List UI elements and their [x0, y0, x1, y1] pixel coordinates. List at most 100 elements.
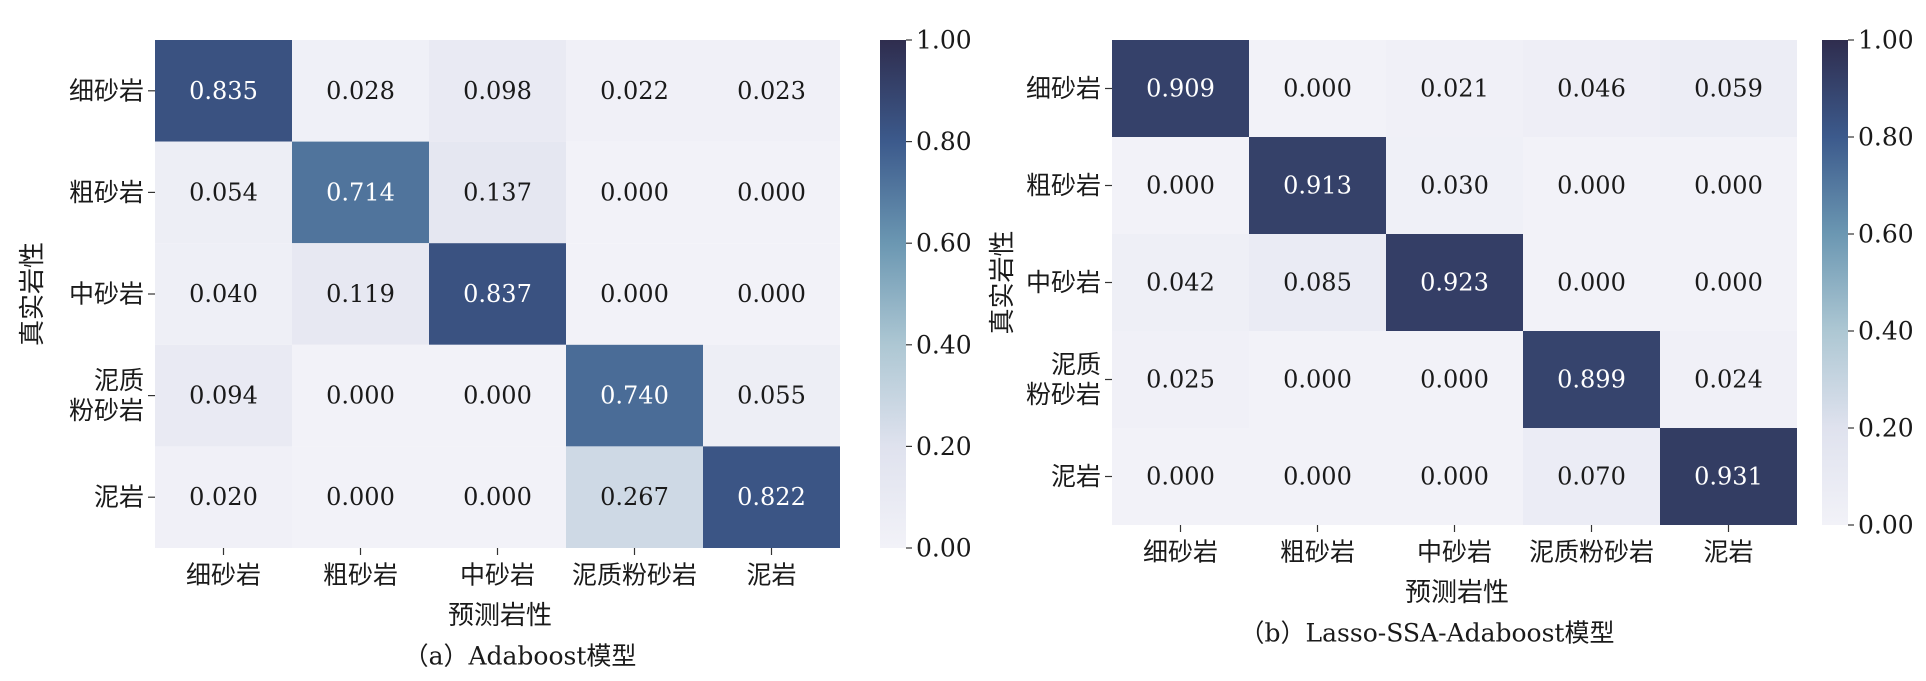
cell-value-label: 0.020	[189, 483, 258, 511]
cell-value-label: 0.000	[1694, 269, 1763, 297]
x-tick-label: 粗砂岩	[323, 561, 398, 590]
heatmap-cell	[566, 344, 703, 447]
heatmap-cell	[1112, 137, 1249, 234]
heatmap-cell	[703, 344, 840, 447]
y-tick-label: 中砂岩	[1026, 268, 1101, 297]
heatmap-cell	[1249, 331, 1386, 428]
y-axis-title: 真实岩性	[988, 230, 1018, 334]
colorbar	[880, 40, 906, 548]
heatmap-cell	[1660, 234, 1797, 331]
heatmap-cell	[155, 446, 292, 548]
heatmap-cell	[1660, 331, 1797, 428]
cell-value-label: 0.025	[1146, 366, 1215, 394]
colorbar-tick-label: 0.00	[1858, 511, 1914, 540]
panel-caption: （a）Adaboost模型	[404, 642, 637, 671]
colorbar-tick-label: 0.80	[916, 127, 972, 156]
cell-value-label: 0.000	[1283, 366, 1352, 394]
cell-value-label: 0.913	[1283, 172, 1352, 200]
x-tick-label: 泥质粉砂岩	[572, 561, 697, 590]
cell-value-label: 0.022	[600, 77, 669, 105]
heatmap-cell	[566, 141, 703, 244]
heatmap-cell	[1523, 40, 1660, 137]
heatmap-cell	[429, 446, 566, 548]
y-tick-label: 泥岩	[1051, 462, 1101, 491]
heatmap-cell	[703, 40, 840, 142]
cell-value-label: 0.000	[1420, 463, 1489, 491]
heatmap-cell	[1386, 137, 1523, 234]
colorbar	[1822, 40, 1848, 525]
x-tick-label: 泥岩	[746, 561, 796, 590]
cell-value-label: 0.024	[1694, 366, 1763, 394]
cell-value-label: 0.835	[189, 77, 258, 105]
cell-value-label: 0.000	[1283, 463, 1352, 491]
colorbar-tick-label: 0.20	[1858, 414, 1914, 443]
heatmap-cell	[1386, 40, 1523, 137]
heatmap-cell	[1112, 40, 1249, 137]
heatmap-cell	[1249, 234, 1386, 331]
y-tick-label: 粉砂岩	[1026, 380, 1101, 409]
colorbar-tick-label: 1.00	[916, 26, 972, 55]
heatmap-cell	[292, 344, 429, 447]
heatmap-cell	[1112, 331, 1249, 428]
heatmap-cell	[1249, 137, 1386, 234]
cell-value-label: 0.000	[1557, 172, 1626, 200]
cell-value-label: 0.085	[1283, 269, 1352, 297]
heatmap-cell	[1386, 234, 1523, 331]
cell-value-label: 0.040	[189, 280, 258, 308]
y-tick-label: 泥岩	[94, 483, 144, 512]
heatmap-cell	[1523, 331, 1660, 428]
cell-value-label: 0.931	[1694, 463, 1763, 491]
heatmap-cell	[566, 40, 703, 142]
colorbar-tick-label: 0.60	[916, 229, 972, 258]
y-axis-title: 真实岩性	[18, 242, 48, 346]
heatmap-cell	[292, 243, 429, 345]
heatmap-cell	[703, 141, 840, 244]
heatmap-cell	[429, 243, 566, 345]
x-tick-label: 粗砂岩	[1280, 538, 1355, 567]
heatmap-cell	[703, 243, 840, 345]
heatmap-cell	[155, 40, 292, 142]
y-tick-label: 泥质	[1051, 350, 1101, 379]
cell-value-label: 0.822	[737, 483, 806, 511]
heatmap-cell	[1386, 331, 1523, 428]
heatmap-cell	[1112, 234, 1249, 331]
heatmap-cell	[155, 141, 292, 244]
heatmap-cell	[566, 243, 703, 345]
heatmap-cell	[1660, 137, 1797, 234]
cell-value-label: 0.740	[600, 382, 669, 410]
heatmap-cell	[155, 344, 292, 447]
cell-value-label: 0.000	[600, 178, 669, 206]
x-tick-label: 泥质粉砂岩	[1529, 538, 1654, 567]
heatmap-cell	[1523, 234, 1660, 331]
heatmap-cell	[566, 446, 703, 548]
heatmap-cell	[292, 446, 429, 548]
cell-value-label: 0.000	[1283, 75, 1352, 103]
heatmap-cell	[1112, 428, 1249, 525]
cell-value-label: 0.000	[463, 483, 532, 511]
colorbar-tick-label: 0.40	[1858, 317, 1914, 346]
cell-value-label: 0.046	[1557, 75, 1626, 103]
cell-value-label: 0.000	[600, 280, 669, 308]
heatmap-cell	[1249, 40, 1386, 137]
cell-value-label: 0.909	[1146, 75, 1215, 103]
cell-value-label: 0.000	[1694, 172, 1763, 200]
panel-caption: （b）Lasso-SSA-Adaboost模型	[1240, 619, 1615, 648]
y-tick-label: 中砂岩	[69, 280, 144, 309]
x-tick-label: 细砂岩	[186, 561, 261, 590]
cell-value-label: 0.899	[1557, 366, 1626, 394]
y-tick-label: 粉砂岩	[69, 396, 144, 425]
cell-value-label: 0.714	[326, 178, 395, 206]
heatmap-cell	[1249, 428, 1386, 525]
cell-value-label: 0.000	[1420, 366, 1489, 394]
cell-value-label: 0.000	[1557, 269, 1626, 297]
heatmap-cell	[292, 141, 429, 244]
heatmap-cell	[703, 446, 840, 548]
x-axis-title: 预测岩性	[1405, 578, 1509, 608]
cell-value-label: 0.059	[1694, 75, 1763, 103]
cell-value-label: 0.119	[326, 280, 395, 308]
heatmap-cell	[1523, 137, 1660, 234]
cell-value-label: 0.267	[600, 483, 669, 511]
heatmap-cell	[292, 40, 429, 142]
colorbar-tick-label: 0.60	[1858, 220, 1914, 249]
x-tick-label: 细砂岩	[1143, 538, 1218, 567]
